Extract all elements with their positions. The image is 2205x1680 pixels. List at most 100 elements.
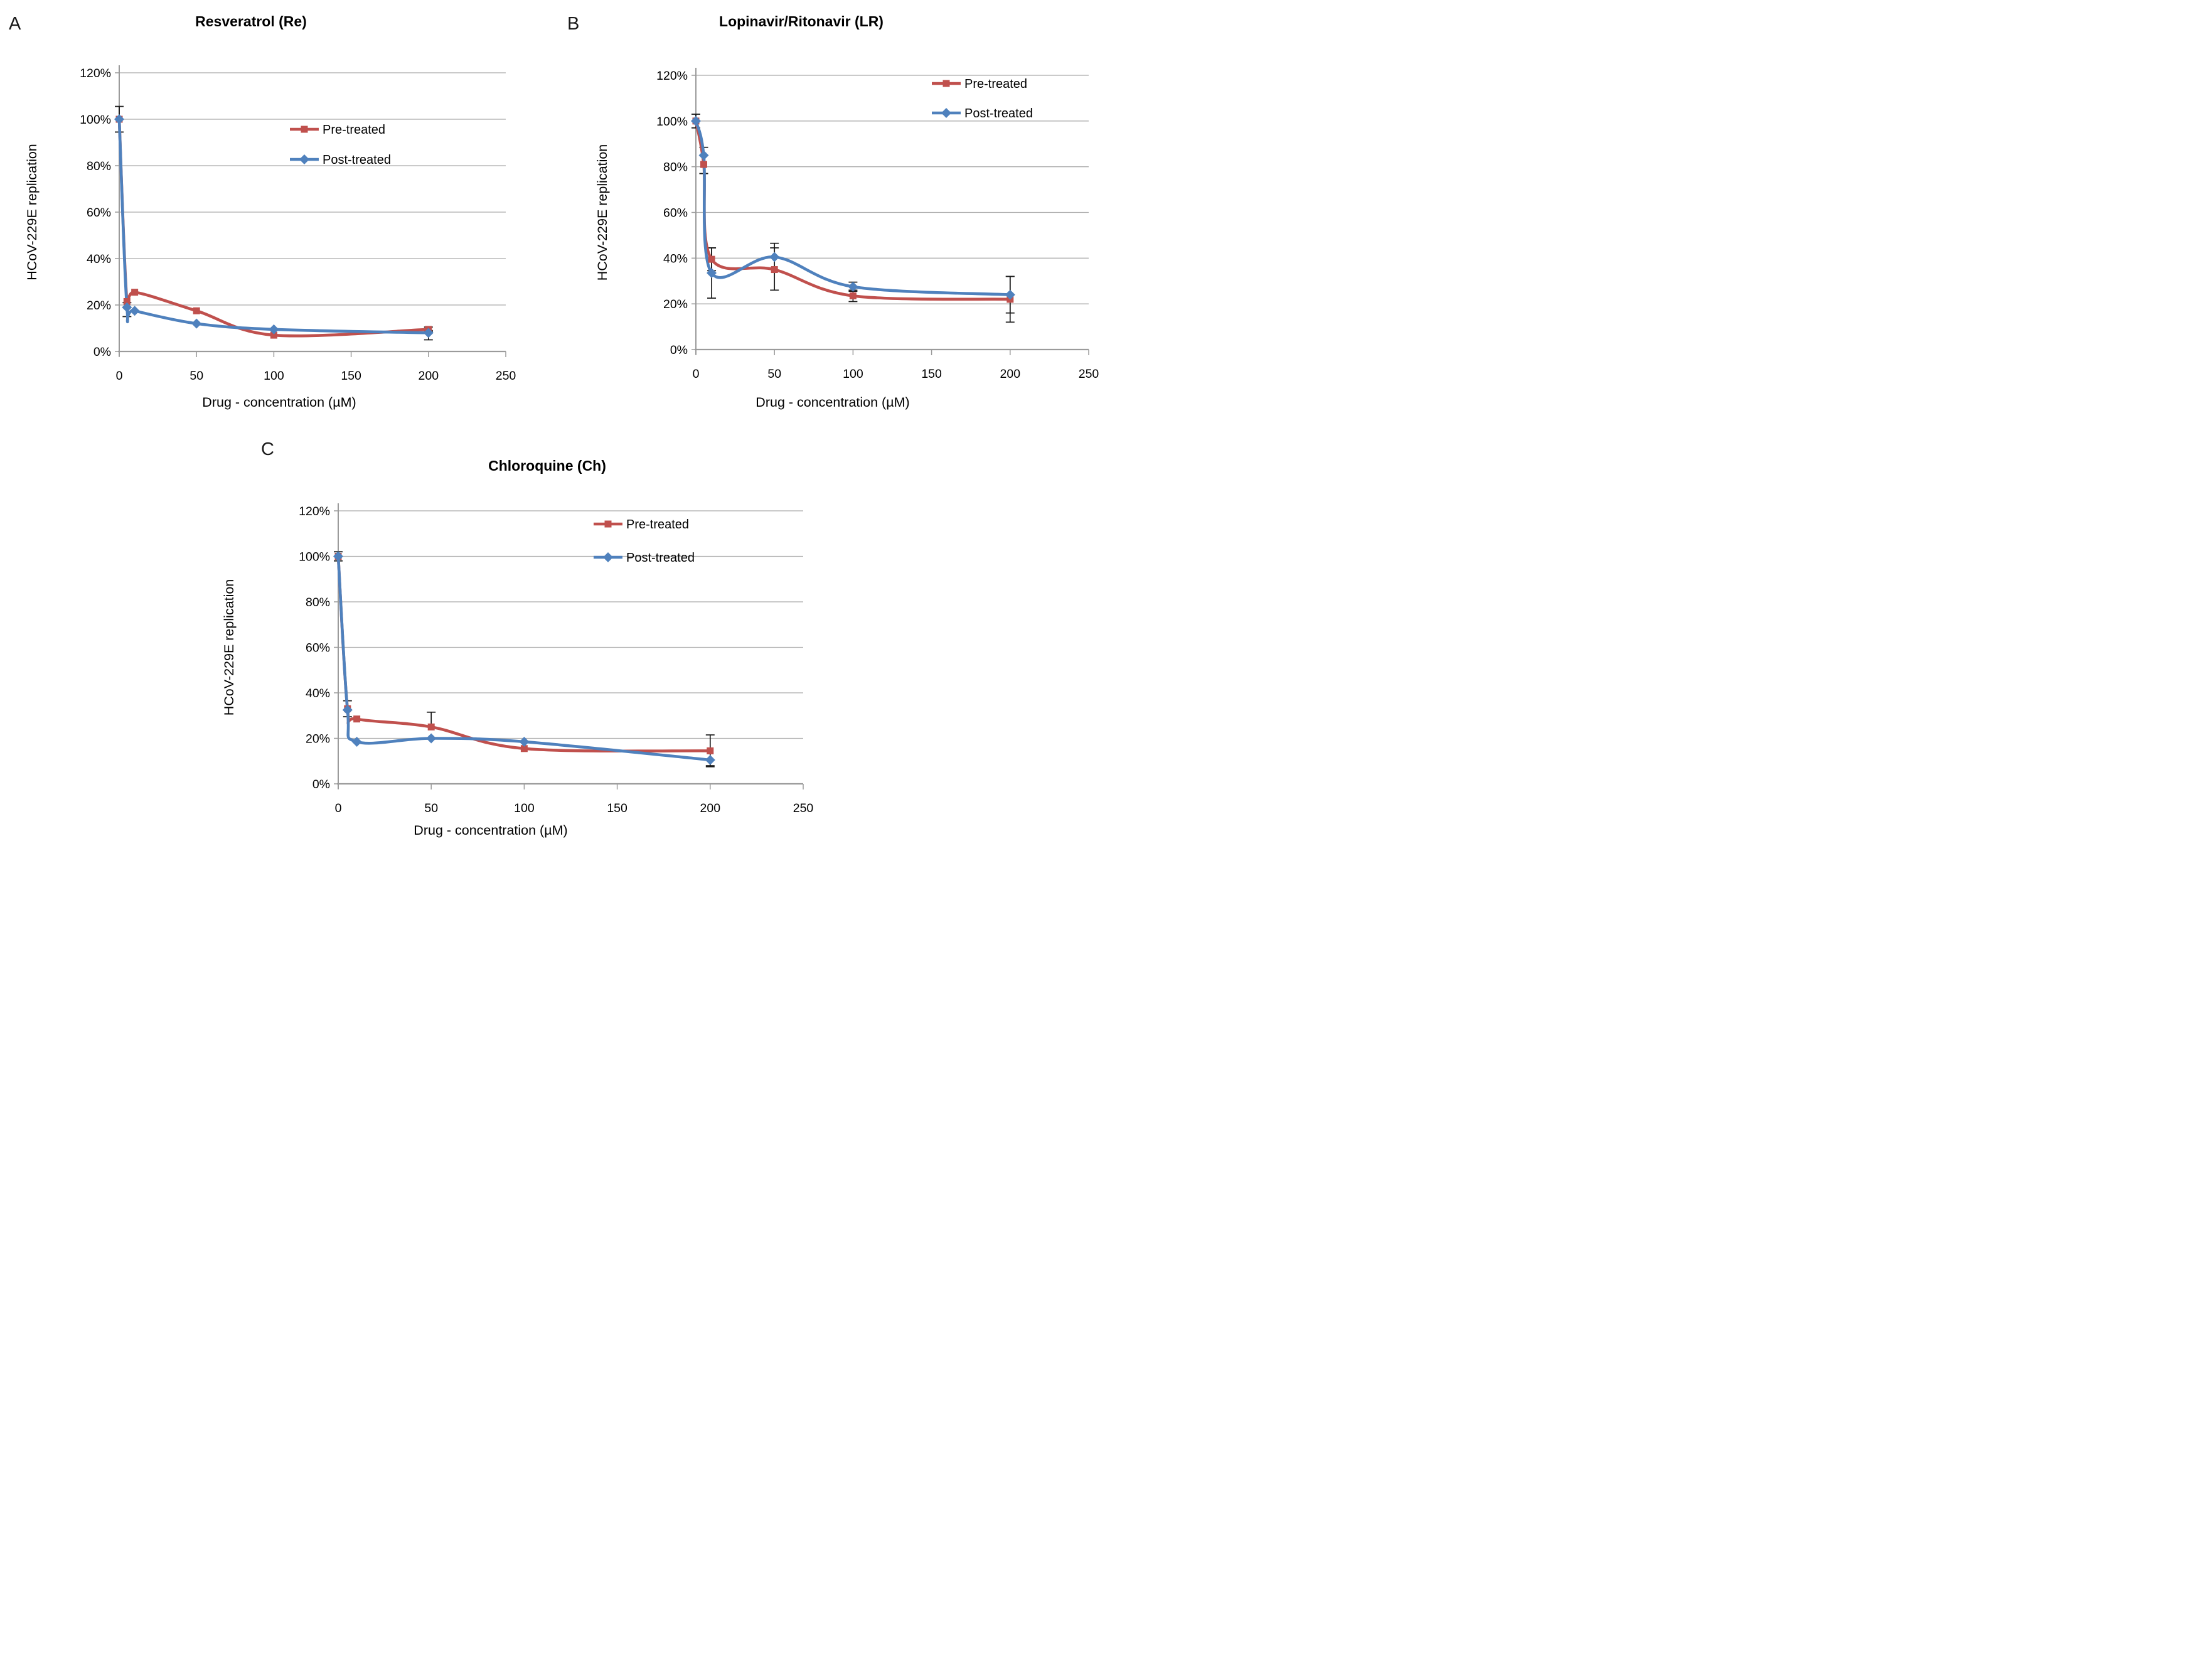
series-line-post-treated — [336, 555, 712, 762]
legend-square-marker — [604, 520, 612, 528]
y-tick-label: 80% — [663, 161, 688, 174]
x-tick-label: 100 — [264, 369, 284, 383]
gridlines — [338, 510, 803, 739]
panel-letter-b: B — [567, 14, 580, 34]
series-markers-post-treated — [333, 551, 715, 765]
panel-resveratrol: 0% 20% 40% 60% 80% 100% 120% 0 50 100 150 200 250 Res… — [0, 0, 549, 422]
chart-title: Resveratrol (Re) — [195, 13, 307, 29]
x-tick-label: 200 — [1000, 367, 1021, 381]
x-tick-label: 250 — [1079, 367, 1099, 381]
y-tick-label: 0% — [312, 778, 330, 791]
x-tick-label: 100 — [514, 801, 535, 815]
chart-resveratrol: 0% 20% 40% 60% 80% 100% 120% 0 50 100 150 200 250 Res… — [24, 13, 516, 410]
x-tick-label: 250 — [793, 801, 814, 815]
x-axis-title: Drug - concentration (µM) — [755, 395, 909, 410]
x-tick-label: 200 — [700, 801, 721, 815]
diamond-marker — [707, 268, 717, 279]
x-tick-label: 50 — [424, 801, 438, 815]
series-line-pre-treated — [336, 555, 712, 753]
square-marker — [353, 715, 361, 723]
panel-lopinavir-ritonavir: 0% 20% 40% 60% 80% 100% 120% 0 50 100 150 200 250 Lop… — [550, 0, 1102, 422]
square-marker — [520, 745, 528, 752]
series-line-pre-treated — [694, 119, 1012, 301]
diamond-marker — [342, 705, 353, 715]
diamond-marker — [691, 115, 701, 126]
legend-label: Pre-treated — [964, 77, 1027, 91]
diamond-marker — [423, 328, 434, 338]
legend-diamond-marker — [299, 154, 309, 164]
y-tick-label: 100% — [656, 115, 688, 129]
y-tick-label: 60% — [87, 206, 111, 220]
square-marker — [707, 747, 714, 754]
diamond-marker — [333, 551, 343, 562]
y-axis-title: HCoV-229E replication — [222, 579, 237, 716]
square-marker — [131, 289, 139, 296]
diamond-marker — [769, 252, 780, 262]
y-tick-label: 40% — [87, 252, 111, 266]
diamond-marker — [426, 733, 437, 744]
error-bars-pre-treated — [334, 551, 715, 766]
legend-label: Pre-treated — [323, 123, 385, 137]
series-markers-post-treated — [114, 114, 434, 338]
square-marker — [193, 307, 200, 314]
y-axis-title: HCoV-229E replication — [595, 144, 610, 281]
x-tick-label: 50 — [190, 369, 203, 383]
legend-label: Pre-treated — [626, 518, 689, 532]
chart-title: Lopinavir/Ritonavir (LR) — [719, 13, 884, 29]
chart-chloroquine: 0% 20% 40% 60% 80% 100% 120% 0 50 100 150 200 250 Chl… — [222, 457, 814, 838]
y-tick-label: 0% — [93, 345, 111, 359]
diamond-marker — [351, 736, 362, 747]
y-tick-label: 0% — [670, 343, 688, 357]
series-line-post-treated — [117, 117, 430, 334]
axes — [334, 503, 804, 789]
y-tick-label: 40% — [306, 687, 330, 700]
y-tick-label: 40% — [663, 252, 688, 265]
error-bars-pre-treated — [115, 105, 433, 333]
x-axis-title: Drug - concentration (µM) — [202, 395, 356, 410]
legend-label: Post-treated — [626, 551, 695, 565]
y-tick-label: 20% — [663, 297, 688, 311]
diamond-marker — [191, 318, 202, 329]
legend: Pre-treated Post-treated — [932, 77, 1033, 120]
legend: Pre-treated Post-treated — [290, 123, 391, 167]
square-marker — [700, 161, 708, 168]
square-marker — [708, 255, 715, 263]
square-marker — [849, 292, 857, 299]
axes — [115, 65, 506, 357]
x-tick-label: 250 — [496, 369, 516, 383]
diamond-marker — [114, 114, 124, 124]
diamond-marker — [519, 736, 530, 747]
x-tick-label: 0 — [335, 801, 342, 815]
y-tick-label: 120% — [299, 505, 330, 518]
legend: Pre-treated Post-treated — [594, 518, 695, 565]
y-tick-label: 20% — [87, 299, 111, 313]
x-tick-label: 0 — [693, 367, 700, 381]
x-tick-label: 150 — [607, 801, 627, 815]
x-tick-label: 150 — [341, 369, 361, 383]
legend-label: Post-treated — [964, 107, 1033, 120]
panel-letter-c: C — [261, 439, 274, 459]
x-tick-label: 200 — [419, 369, 439, 383]
diamond-marker — [129, 306, 140, 316]
square-marker — [123, 297, 131, 305]
x-tick-label: 0 — [116, 369, 123, 383]
chart-title: Chloroquine (Ch) — [488, 457, 606, 474]
diamond-marker — [1005, 289, 1015, 300]
y-tick-label: 100% — [299, 550, 330, 564]
gridlines — [119, 72, 506, 306]
series-markers-pre-treated — [692, 117, 1014, 303]
y-tick-label: 60% — [663, 206, 688, 220]
series-markers-post-treated — [691, 115, 1015, 300]
square-marker — [771, 266, 778, 274]
y-tick-label: 120% — [656, 69, 688, 83]
x-tick-label: 100 — [843, 367, 863, 381]
diamond-marker — [122, 302, 132, 313]
y-tick-label: 20% — [306, 732, 330, 746]
chart-lopinavir-ritonavir: 0% 20% 40% 60% 80% 100% 120% 0 50 100 150 200 250 Lop… — [595, 13, 1099, 410]
error-bars-post-treated — [334, 551, 715, 768]
series-markers-pre-treated — [334, 553, 714, 754]
panel-letter-a: A — [9, 14, 21, 34]
legend-diamond-marker — [941, 108, 951, 118]
x-axis-title: Drug - concentration (µM) — [414, 823, 567, 838]
panel-chloroquine: 0% 20% 40% 60% 80% 100% 120% 0 50 100 150 200 250 Chl… — [213, 433, 828, 840]
